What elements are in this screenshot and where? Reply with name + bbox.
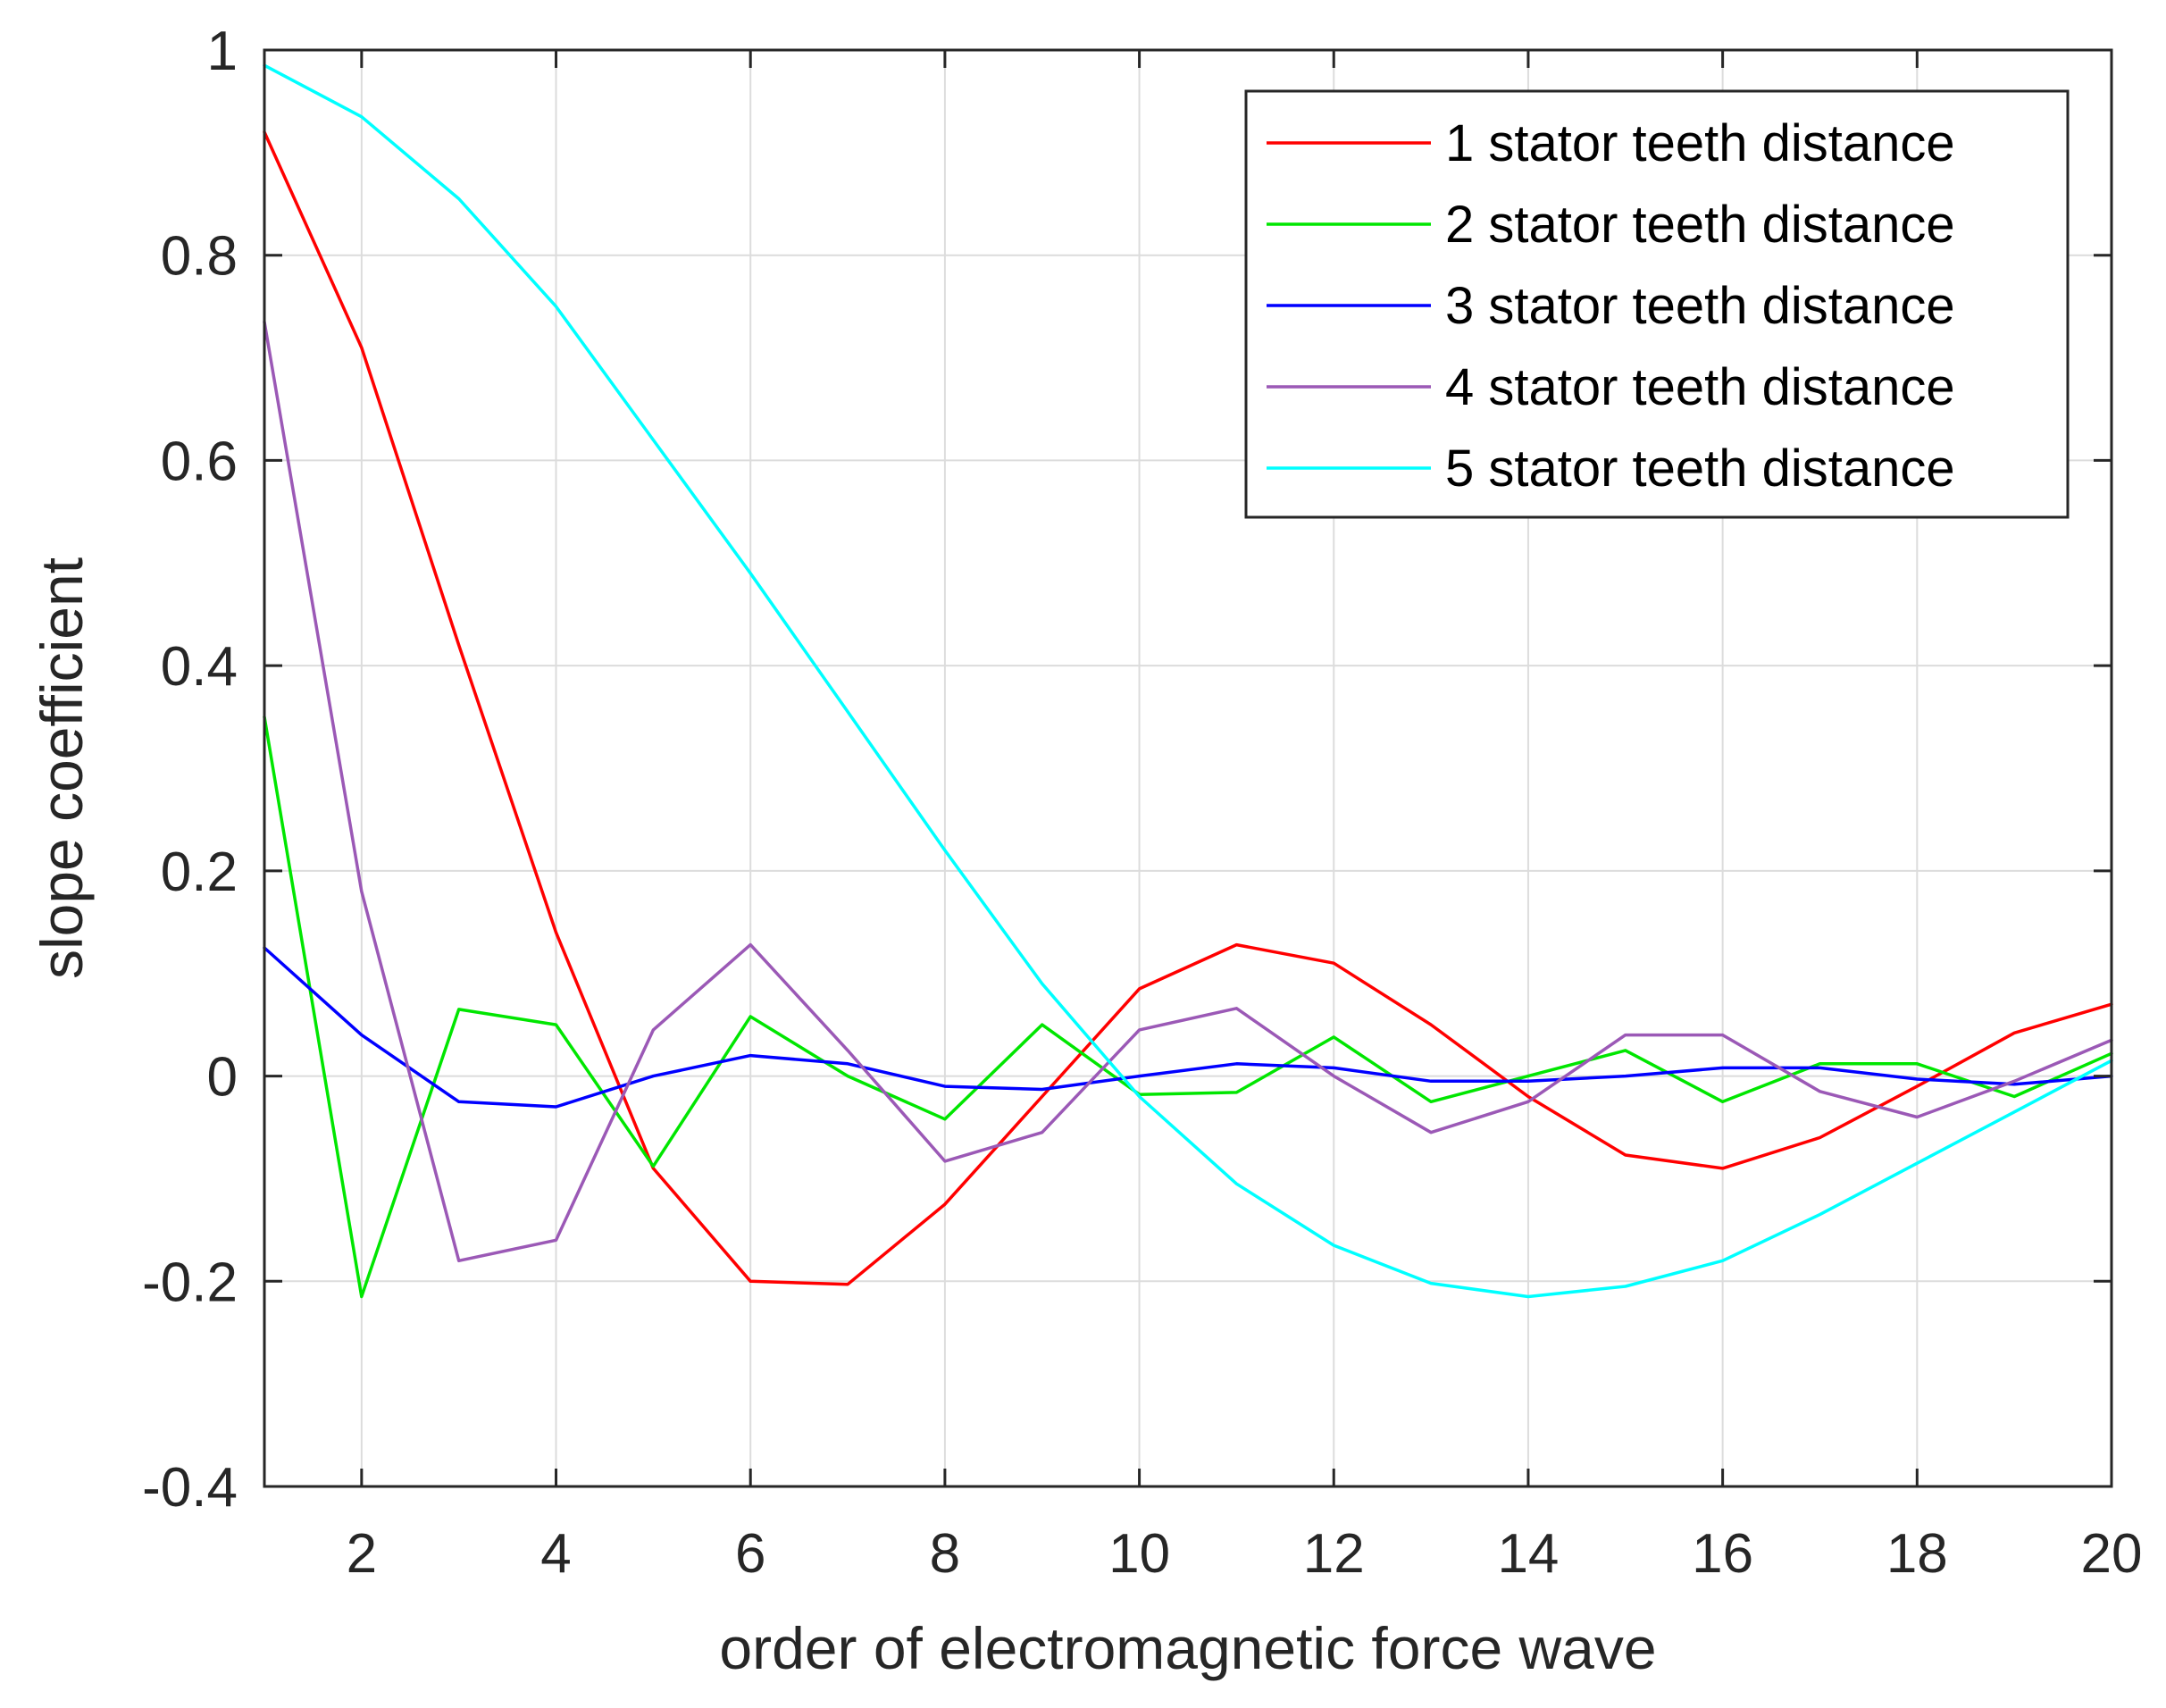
legend-label-3: 3 stator teeth distance — [1445, 277, 1955, 335]
legend-label-5: 5 stator teeth distance — [1445, 440, 1955, 498]
series-line-1 — [263, 130, 2113, 1286]
series-layer — [263, 63, 2113, 1299]
series-line-4 — [263, 320, 2113, 1263]
legend-label-2: 2 stator teeth distance — [1445, 196, 1955, 254]
y-tick-label: 0.2 — [161, 841, 238, 903]
x-tick-label: 8 — [930, 1523, 960, 1585]
y-axis-label: slope coefficient — [29, 557, 95, 979]
x-tick-label: 12 — [1303, 1523, 1365, 1585]
series-line-5 — [263, 63, 2113, 1299]
x-axis-label: order of electromagnetic force wave — [719, 1615, 1656, 1681]
x-tick-label: 14 — [1497, 1523, 1559, 1585]
legend-label-1: 1 stator teeth distance — [1445, 114, 1955, 172]
y-tick-label: 1 — [207, 21, 238, 82]
x-tick-label: 16 — [1692, 1523, 1753, 1585]
y-tick-label: -0.4 — [142, 1457, 238, 1519]
y-tick-label: 0.6 — [161, 431, 238, 492]
x-tick-label: 20 — [2081, 1523, 2143, 1585]
y-tick-label: 0 — [207, 1047, 238, 1109]
x-tick-label: 4 — [540, 1523, 571, 1585]
series-line-3 — [263, 946, 2113, 1109]
x-tick-label: 18 — [1886, 1523, 1948, 1585]
series-line-2 — [263, 715, 2113, 1299]
x-tick-label: 2 — [347, 1523, 377, 1585]
plot-frame — [263, 48, 2113, 1488]
ticks — [264, 48, 2113, 1488]
tick-labels: 2 4 6 8 10 12 14 16 18 20 -0.4 -0.2 0 0.2 0.4 0.6 0.8 1 — [142, 21, 2142, 1585]
legend: 1 stator teeth distance 2 stator teeth di… — [1244, 89, 2070, 519]
y-tick-label: 0.8 — [161, 226, 238, 288]
legend-label-4: 4 stator teeth distance — [1445, 358, 1955, 416]
x-tick-label: 6 — [735, 1523, 765, 1585]
y-tick-label: 0.4 — [161, 636, 238, 698]
y-tick-label: -0.2 — [142, 1252, 238, 1313]
x-tick-label: 10 — [1108, 1523, 1170, 1585]
